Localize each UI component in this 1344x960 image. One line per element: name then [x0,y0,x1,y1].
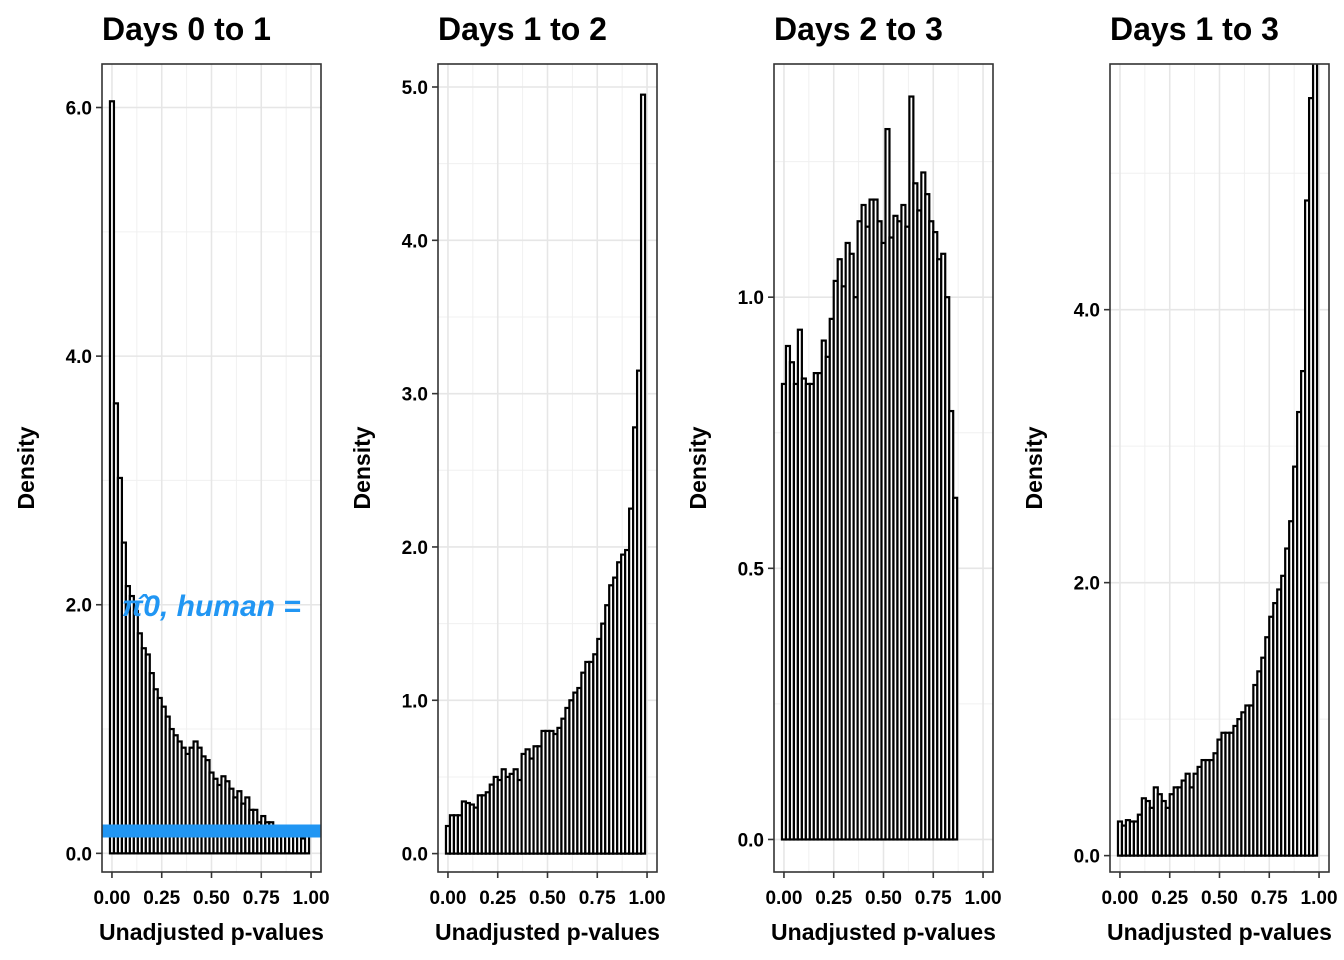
histogram-bar [952,496,959,841]
x-axis-title: Unadjusted p-values [99,919,324,945]
x-tick-label: 0.50 [193,888,230,909]
y-tick-label: 2.0 [66,596,92,617]
x-tick-label: 1.00 [965,888,1002,909]
y-tick-label: 4.0 [1074,301,1100,322]
x-tick-label: 0.50 [1201,888,1238,909]
panel-3: 0.00 0.25 0.50 0.75 1.00 0.0 0.5 1.0 Days 2 to 3… [685,11,1002,945]
panel-1: π̂0, human = 0.00 0.25 0.50 0.75 1.00 0.0 2.0 4.… [13,11,330,945]
y-tick-label: 2.0 [1074,574,1100,595]
bars [1116,64,1319,857]
x-axis-title: Unadjusted p-values [435,919,660,945]
y-tick-label: 0.0 [1074,847,1100,868]
pi0-annotation: π̂0, human = [122,590,301,623]
y-tick-label: 4.0 [402,231,428,252]
y-axis-title: Density [685,426,711,509]
x-tick-label: 0.25 [143,888,180,909]
y-tick-label: 0.5 [738,559,765,580]
x-tick-label: 0.00 [765,888,802,909]
x-tick-label: 1.00 [629,888,666,909]
x-tick-label: 0.75 [243,888,280,909]
x-axis-title: Unadjusted p-values [1107,919,1332,945]
x-tick-label: 0.25 [815,888,852,909]
y-tick-label: 0.0 [66,844,92,865]
x-tick-label: 1.00 [1301,888,1338,909]
x-tick-label: 0.50 [865,888,902,909]
y-axis-title: Density [1021,426,1047,509]
bars [444,93,647,855]
x-tick-label: 0.00 [429,888,466,909]
x-tick-label: 0.50 [529,888,566,909]
x-tick-label: 0.25 [479,888,516,909]
x-axis-title: Unadjusted p-values [771,919,996,945]
x-tick-label: 1.00 [293,888,330,909]
x-tick-label: 0.25 [1151,888,1188,909]
y-tick-label: 0.0 [402,845,428,866]
y-axis-title: Density [349,426,375,509]
y-axis-title: Density [13,426,39,509]
x-tick-label: 0.75 [915,888,952,909]
y-tick-label: 6.0 [66,99,92,120]
x-tick-label: 0.00 [1101,888,1138,909]
histogram-bar [639,93,647,855]
x-tick-label: 0.00 [93,888,130,909]
y-tick-label: 2.0 [402,538,428,559]
bars [102,100,321,855]
panel-2: 0.00 0.25 0.50 0.75 1.00 0.0 1.0 2.0 3.0 4.0 5.0 Da… [349,11,666,945]
x-tick-label: 0.75 [1251,888,1288,909]
panel-title: Days 1 to 2 [438,11,607,47]
panel-title: Days 0 to 1 [102,11,271,47]
panel-title: Days 2 to 3 [774,11,943,47]
y-tick-label: 4.0 [66,347,92,368]
panel-4: 0.00 0.25 0.50 0.75 1.00 0.0 2.0 4.0 Days 1 to 3… [1021,11,1338,945]
y-tick-label: 1.0 [402,691,428,712]
histogram-bar [1311,64,1319,857]
y-tick-label: 0.0 [738,830,764,851]
y-tick-label: 3.0 [402,385,428,406]
y-tick-label: 1.0 [738,288,764,309]
bars [780,95,959,841]
x-tick-label: 0.75 [579,888,616,909]
y-tick-label: 5.0 [402,78,428,99]
panel-title: Days 1 to 3 [1110,11,1279,47]
